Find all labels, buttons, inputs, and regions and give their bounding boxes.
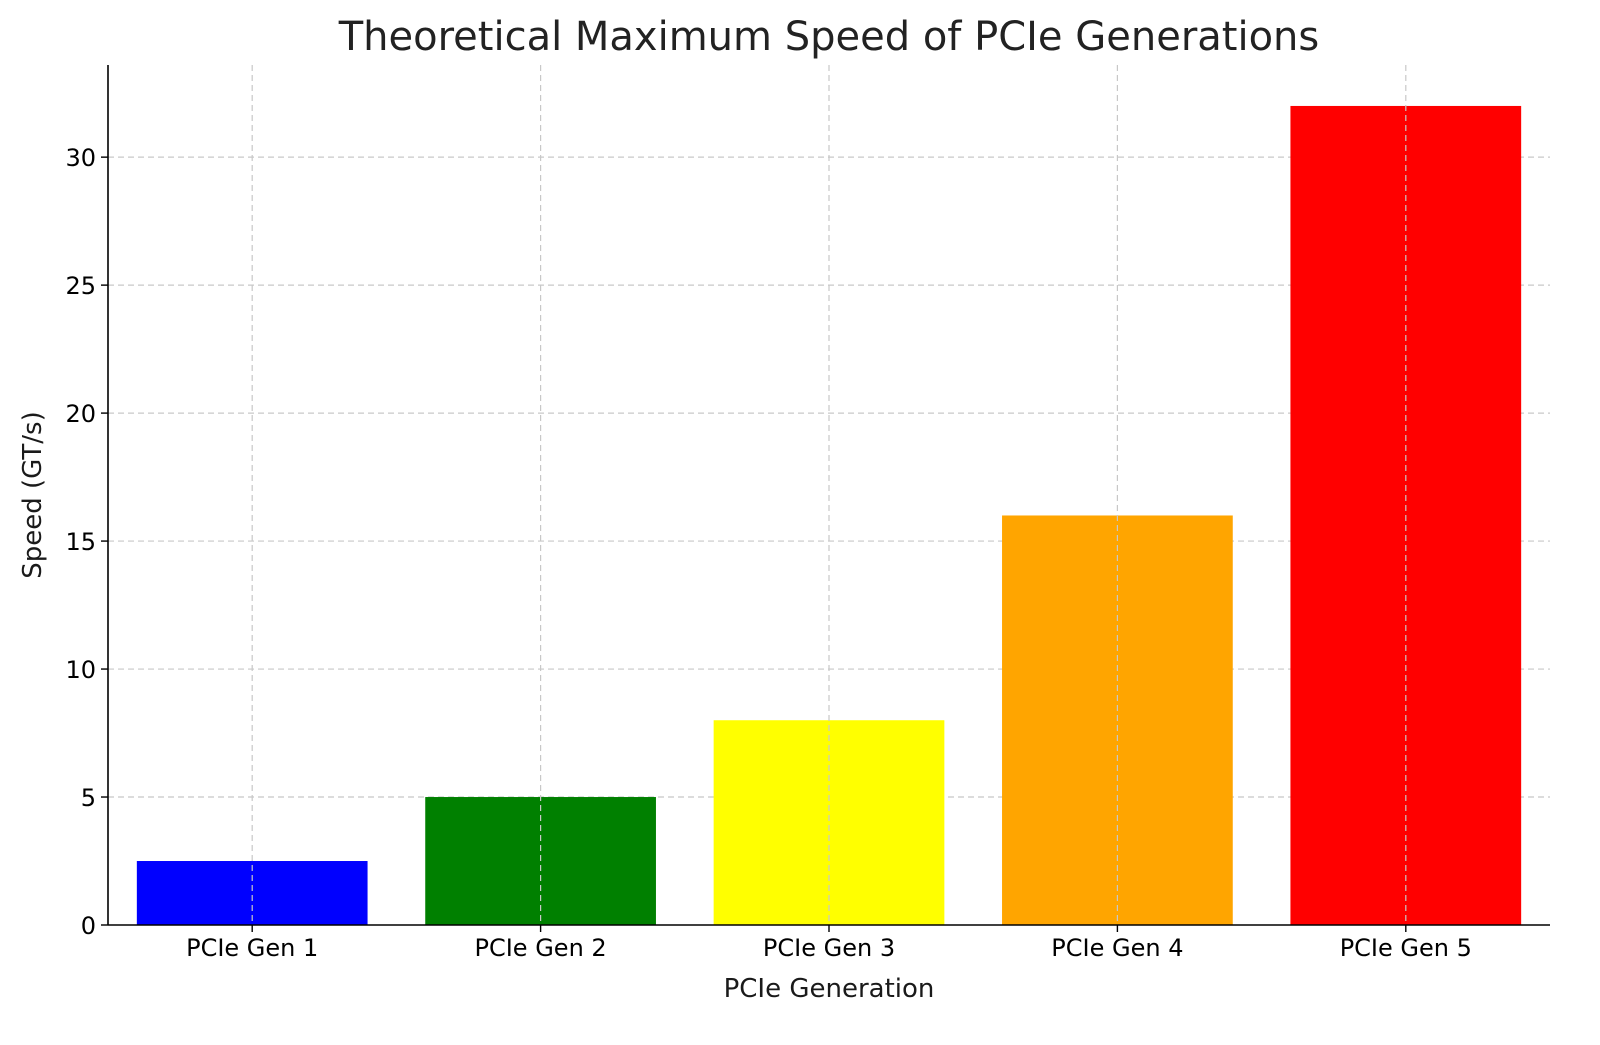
bar — [136, 861, 368, 925]
y-tick-label: 30 — [65, 144, 96, 172]
y-tick-label: 10 — [65, 656, 96, 684]
y-axis-label: Speed (GT/s) — [18, 411, 48, 578]
x-tick-label: PCIe Gen 2 — [475, 934, 607, 962]
x-ticks: PCIe Gen 1 PCIe Gen 2 PCIe Gen 3 PCIe Gen 4… — [186, 925, 1472, 962]
vertical-grid — [251, 65, 1407, 925]
x-tick-label: PCIe Gen 4 — [1051, 934, 1183, 962]
y-tick-label: 5 — [81, 784, 96, 812]
x-axis-label: PCIe Generation — [724, 974, 935, 1004]
chart-title: Theoretical Maximum Speed of PCIe Genera… — [338, 14, 1320, 60]
y-ticks: 0 5 10 15 20 25 30 — [65, 144, 108, 940]
y-tick-label: 0 — [81, 912, 96, 940]
x-tick-label: PCIe Gen 3 — [763, 934, 895, 962]
x-tick-label: PCIe Gen 1 — [186, 934, 318, 962]
y-tick-label: 15 — [65, 528, 96, 556]
y-tick-label: 25 — [65, 272, 96, 300]
x-tick-label: PCIe Gen 5 — [1340, 934, 1472, 962]
y-tick-label: 20 — [65, 400, 96, 428]
